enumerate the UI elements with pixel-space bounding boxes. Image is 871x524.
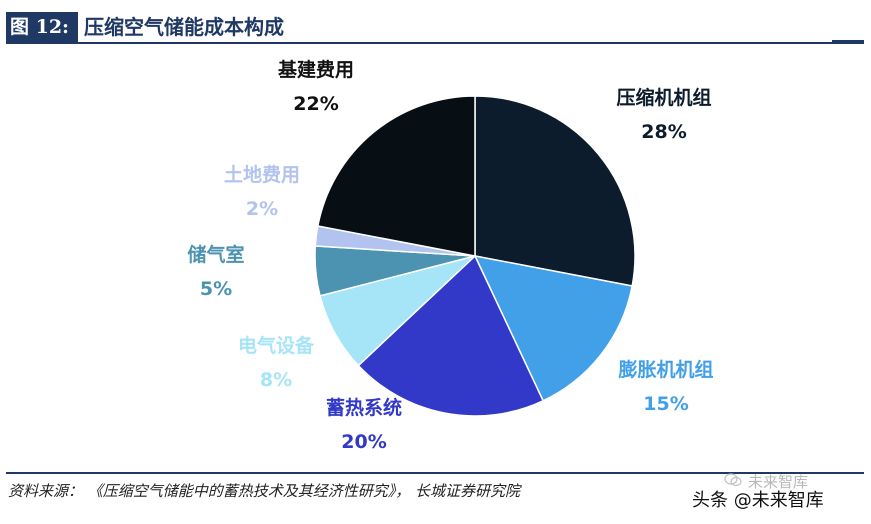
pie-slice	[357, 254, 545, 417]
slice-label: 膨胀机机组	[617, 358, 713, 381]
slice-label: 土地费用	[224, 163, 300, 186]
slice-value-label: 28%	[641, 121, 686, 143]
chat-bubble-icon	[724, 473, 742, 487]
header-rule-end	[832, 40, 864, 44]
pie-chart: 压缩机机组 28% 膨胀机机组 15% 蓄热系统 20% 电气设备 8% 储气室 5% 土地费用 2%…	[187, 58, 713, 453]
figure-header: 图 12: 压缩空气储能成本构成	[0, 0, 871, 46]
slice-label: 储气室	[187, 243, 244, 266]
header-rule	[6, 42, 864, 44]
slice-value-label: 15%	[643, 393, 688, 415]
slice-value-label: 5%	[200, 278, 232, 300]
slice-value-label: 2%	[246, 198, 278, 220]
source-rule	[6, 472, 864, 474]
slice-label: 电气设备	[238, 334, 315, 357]
slice-label: 蓄热系统	[326, 396, 402, 419]
watermark-faint: 未来智库	[748, 473, 809, 491]
slice-value-label: 8%	[260, 369, 292, 391]
pie-slice	[474, 95, 636, 287]
source-note: 资料来源： 《压缩空气储能中的蓄热技术及其经济性研究》， 长城证券研究院	[8, 482, 521, 500]
slice-label: 压缩机机组	[616, 86, 711, 109]
figure-number: 图 12:	[6, 12, 78, 42]
pie-slice	[473, 254, 634, 402]
pie-slice	[316, 95, 476, 257]
slice-label: 基建费用	[277, 58, 354, 81]
slice-value-label: 22%	[293, 93, 338, 115]
figure-title: 压缩空气储能成本构成	[84, 15, 284, 39]
watermark: 头条 @未来智库	[692, 490, 824, 511]
slice-value-label: 20%	[341, 431, 386, 453]
